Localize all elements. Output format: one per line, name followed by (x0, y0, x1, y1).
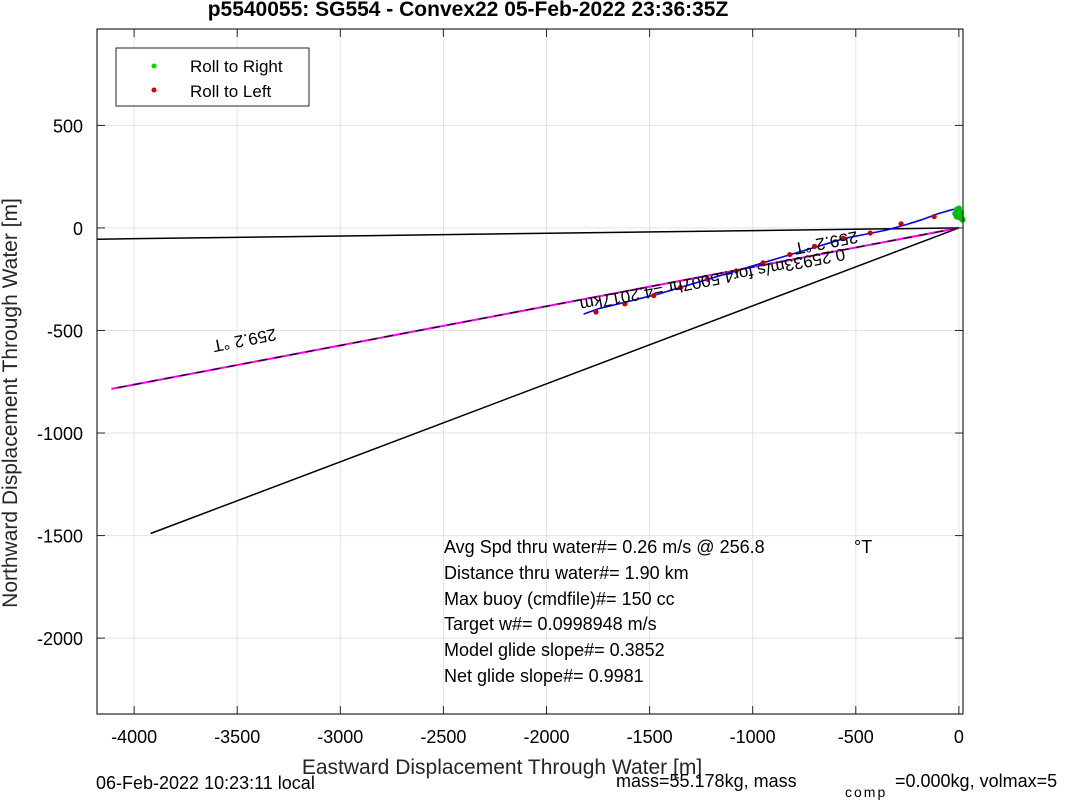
y-tick-label: -1500 (37, 527, 83, 547)
x-tick-label: -1000 (730, 727, 776, 747)
x-tick-label: -2000 (523, 727, 569, 747)
roll-left-point (787, 251, 793, 258)
y-tick-label: -2000 (37, 629, 83, 649)
series-layer (96, 205, 966, 535)
roll-left-point (651, 293, 657, 299)
x-tick-label: -4000 (111, 727, 157, 747)
footer-local-time: 06-Feb-2022 10:23:11 local (96, 773, 315, 793)
roll-left-point (593, 309, 599, 315)
x-tick-label: -3500 (214, 727, 260, 747)
stat-max-buoy: Max buoy (cmdfile)#= 150 cc (444, 589, 675, 609)
heading-line (150, 227, 960, 535)
x-tick-label: -1500 (627, 727, 673, 747)
y-axis-label: Northward Displacement Through Water [m] (0, 198, 22, 608)
legend: Roll to Right Roll to Left (115, 47, 310, 107)
roll-left-point (931, 214, 937, 220)
heading-line (96, 227, 959, 240)
tick-labels: -4000 -3500 -3000 -2500 -2000 -1500 -1000 -500 0… (37, 116, 964, 747)
x-tick-label: 0 (954, 727, 964, 747)
roll-left-point (840, 235, 847, 241)
stat-model-glide: Model glide slope#= 0.3852 (444, 640, 665, 660)
roll-left-point (811, 243, 818, 249)
ticks (97, 29, 963, 714)
stat-avg-speed-unit: °T (854, 537, 872, 557)
roll-left-point (898, 221, 904, 227)
stat-avg-speed: Avg Spd thru water#= 0.26 m/s @ 256.8 (444, 537, 765, 557)
stat-net-glide: Net glide slope#= 0.9981 (444, 666, 644, 686)
legend-label-roll-right: Roll to Right (190, 57, 283, 76)
x-tick-label: -500 (838, 727, 874, 747)
footer-volmax: =0.000kg, volmax=5 (895, 771, 1057, 791)
legend-label-roll-left: Roll to Left (190, 82, 272, 101)
roll-right-point (958, 215, 965, 222)
roll-left-point (760, 260, 766, 266)
roll-left-point (867, 230, 873, 236)
roll-left-point (733, 268, 739, 274)
grid (97, 29, 963, 714)
stat-target-w: Target w#= 0.0998948 m/s (444, 614, 657, 634)
stat-distance: Distance thru water#= 1.90 km (444, 563, 689, 583)
x-tick-label: -2500 (420, 727, 466, 747)
x-axis-label: Eastward Displacement Through Water [m] (302, 756, 702, 779)
legend-marker-roll-right (151, 63, 157, 69)
legend-marker-roll-left (151, 87, 157, 93)
y-tick-label: 0 (73, 219, 83, 239)
x-tick-label: -3000 (317, 727, 363, 747)
footer-mass: mass=55.178kg, mass (616, 771, 797, 791)
footer-mass-subscript: comp (845, 784, 887, 800)
y-tick-label: -500 (47, 321, 83, 341)
roll-left-point (704, 276, 710, 282)
glider-track (583, 208, 964, 315)
roll-left-point (677, 284, 684, 291)
y-tick-label: 500 (53, 116, 83, 136)
y-tick-label: -1000 (37, 424, 83, 444)
stats-block: Avg Spd thru water#= 0.26 m/s @ 256.8 °T… (444, 537, 872, 686)
legend-box (115, 47, 310, 107)
roll-left-point (622, 301, 628, 307)
course-line (111, 226, 960, 390)
plot-background (97, 29, 963, 714)
plot-frame (96, 28, 964, 715)
chart-title: p5540055: SG554 - Convex22 05-Feb-2022 2… (208, 0, 729, 21)
